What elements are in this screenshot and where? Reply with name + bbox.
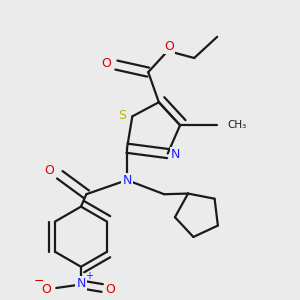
Text: O: O [44, 164, 54, 177]
Text: O: O [105, 283, 115, 296]
Text: O: O [101, 57, 111, 70]
Text: N: N [122, 174, 132, 187]
Text: +: + [85, 271, 93, 281]
Text: S: S [118, 109, 126, 122]
Text: CH₃: CH₃ [228, 119, 247, 130]
Text: −: − [34, 275, 44, 288]
Text: N: N [76, 277, 86, 290]
Text: O: O [41, 283, 51, 296]
Text: N: N [171, 148, 180, 161]
Text: O: O [164, 40, 174, 53]
